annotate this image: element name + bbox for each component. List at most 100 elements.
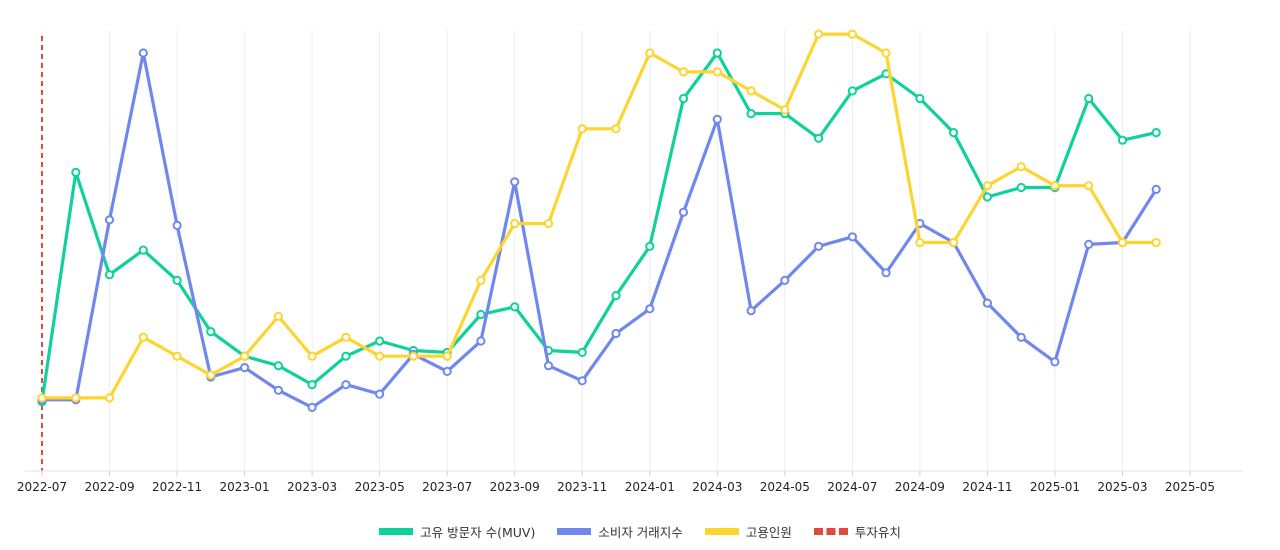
legend-swatch-muv <box>379 528 414 535</box>
x-tick-label: 2024-05 <box>760 480 810 494</box>
data-point <box>172 275 182 285</box>
data-point <box>71 167 81 177</box>
data-point <box>949 237 959 248</box>
data-point <box>442 351 452 361</box>
x-tick-label: 2023-07 <box>422 480 472 494</box>
data-point <box>240 363 250 373</box>
data-point <box>543 218 554 229</box>
data-point <box>645 304 655 314</box>
line-chart: 2022-07 2022-09 2022-11 2023-01 2023-03 2023-… <box>17 29 1242 494</box>
data-point <box>240 351 250 361</box>
legend-item-consumer-index[interactable]: 소비자 거래지수 <box>557 522 683 541</box>
data-point <box>1117 237 1128 248</box>
data-point <box>780 105 790 115</box>
data-point <box>104 270 115 280</box>
x-tick-label: 2024-07 <box>827 480 877 494</box>
data-point <box>712 48 722 58</box>
legend-item-investment[interactable]: 투자유치 <box>813 522 901 541</box>
data-point <box>645 241 655 251</box>
data-point <box>104 215 115 225</box>
x-tick-label: 2023-03 <box>287 480 337 494</box>
data-point <box>1084 239 1094 249</box>
legend-item-muv[interactable]: 고유 방문자 수(MUV) <box>379 522 535 541</box>
legend: 고유 방문자 수(MUV) 소비자 거래지수 고용인원 투자유치 <box>0 522 1280 541</box>
x-tick-label: 2024-09 <box>895 480 945 494</box>
series-line <box>40 32 1158 400</box>
data-point <box>1151 184 1161 194</box>
x-tick-label: 2024-01 <box>625 480 675 494</box>
data-point <box>780 275 790 285</box>
data-point <box>206 370 216 380</box>
data-point <box>1016 182 1026 193</box>
data-point <box>746 109 756 119</box>
data-point <box>476 275 486 285</box>
data-point <box>1050 181 1060 191</box>
data-point <box>678 67 689 77</box>
data-point <box>847 232 858 242</box>
x-tick-label: 2025-03 <box>1097 480 1147 494</box>
x-tick-label: 2023-05 <box>355 480 405 494</box>
data-point <box>273 385 283 395</box>
data-point <box>172 351 182 361</box>
data-point <box>982 192 993 202</box>
data-point <box>476 309 486 320</box>
data-point <box>1050 357 1060 367</box>
data-point <box>138 245 148 255</box>
series-line <box>40 51 1158 409</box>
data-point <box>1151 237 1161 248</box>
data-point <box>138 332 148 342</box>
data-point <box>1151 128 1161 138</box>
data-point <box>847 86 858 96</box>
data-point <box>881 268 891 278</box>
data-point <box>915 237 925 248</box>
data-point <box>814 241 824 251</box>
data-point <box>1084 181 1094 191</box>
x-tick-label: 2025-01 <box>1030 480 1080 494</box>
data-point <box>543 361 554 371</box>
x-tick-label: 2022-07 <box>17 480 67 494</box>
data-point <box>138 48 148 58</box>
data-point <box>678 207 689 217</box>
data-point <box>949 128 959 138</box>
data-point <box>915 93 925 104</box>
data-point <box>341 380 351 390</box>
data-point <box>712 67 722 77</box>
series-2 <box>37 29 1161 403</box>
x-tick-label: 2023-11 <box>557 480 607 494</box>
data-point <box>577 376 587 386</box>
data-point <box>1117 135 1128 145</box>
x-axis-tick-labels: 2022-07 2022-09 2022-11 2023-01 2023-03 2023-… <box>17 480 1215 494</box>
grid-lines <box>41 30 1191 476</box>
legend-item-employees[interactable]: 고용인원 <box>704 522 792 541</box>
data-point <box>982 298 993 308</box>
data-point <box>881 48 891 58</box>
data-point <box>982 181 993 191</box>
legend-swatch-employees <box>704 528 739 535</box>
x-tick-label: 2023-09 <box>490 480 540 494</box>
data-point <box>577 347 587 357</box>
data-point <box>341 351 351 361</box>
data-point <box>408 351 418 361</box>
data-point <box>510 177 520 187</box>
series-line <box>40 51 1158 404</box>
data-point <box>1016 162 1026 172</box>
legend-swatch-investment <box>813 528 848 535</box>
data-point <box>1084 93 1094 104</box>
x-tick-label: 2022-09 <box>84 480 134 494</box>
x-tick-label: 2022-11 <box>152 480 202 494</box>
data-point <box>814 29 824 39</box>
data-point <box>645 48 655 58</box>
data-point <box>206 327 216 337</box>
data-point <box>746 86 756 96</box>
data-point <box>273 361 283 371</box>
data-point <box>746 306 756 316</box>
data-point <box>71 393 81 403</box>
data-point <box>814 133 824 143</box>
data-point <box>678 93 689 104</box>
series-group <box>37 29 1161 412</box>
data-point <box>611 124 621 134</box>
data-point <box>172 220 182 230</box>
legend-swatch-consumer-index <box>557 528 592 535</box>
data-point <box>307 351 317 361</box>
data-point <box>37 393 47 403</box>
